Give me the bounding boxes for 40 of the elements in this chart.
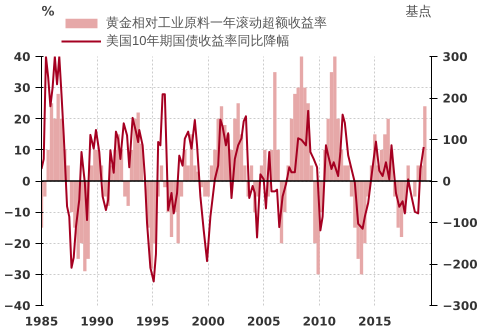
- x-tick-label: 1995: [136, 314, 170, 328]
- x-tick-label: 2015: [358, 314, 392, 328]
- bar: [263, 150, 266, 181]
- y-tick-label: 20: [14, 112, 31, 126]
- y2-tick-label: −100: [442, 216, 478, 230]
- legend-label: 黄金相对工业原料一年滚动超额收益率: [106, 14, 327, 32]
- bar: [413, 181, 416, 197]
- y-axis-title: %: [42, 4, 55, 20]
- bar: [236, 103, 240, 181]
- bar: [56, 94, 60, 181]
- bar: [93, 150, 96, 181]
- x-tick-label: 2005: [247, 314, 280, 328]
- bar: [273, 72, 276, 181]
- bar: [206, 181, 210, 197]
- y2-tick-label: −200: [442, 258, 478, 272]
- y2-tick-label: 200: [442, 92, 468, 106]
- y-tick-label: −40: [4, 299, 31, 313]
- legend-label: 美国10年期国债收益率同比降幅: [106, 32, 290, 50]
- bar: [333, 56, 336, 181]
- bar: [126, 181, 130, 206]
- bar: [423, 106, 426, 181]
- x-tick-label: 1985: [24, 314, 58, 328]
- line-series: [42, 56, 425, 282]
- y-tick-label: −10: [4, 206, 31, 220]
- y2-tick-label: −300: [442, 299, 478, 313]
- y-tick-label: 30: [14, 81, 31, 96]
- bar: [203, 181, 206, 197]
- bar: [346, 165, 350, 181]
- y2-axis-title: 基点: [406, 4, 432, 20]
- x-tick-label: 2010: [302, 314, 336, 328]
- y2-tick-label: 0: [442, 174, 451, 188]
- y-tick-label: −20: [4, 236, 31, 251]
- y-tick-label: −30: [4, 268, 31, 282]
- x-tick-label: 1990: [80, 314, 114, 328]
- y2-tick-label: 300: [442, 50, 468, 64]
- y-tick-label: 40: [14, 50, 31, 64]
- x-tick-label: 2000: [191, 314, 225, 328]
- y2-tick-label: 100: [442, 133, 468, 147]
- y-tick-label: 0: [22, 174, 31, 188]
- y-tick-label: 10: [14, 143, 31, 158]
